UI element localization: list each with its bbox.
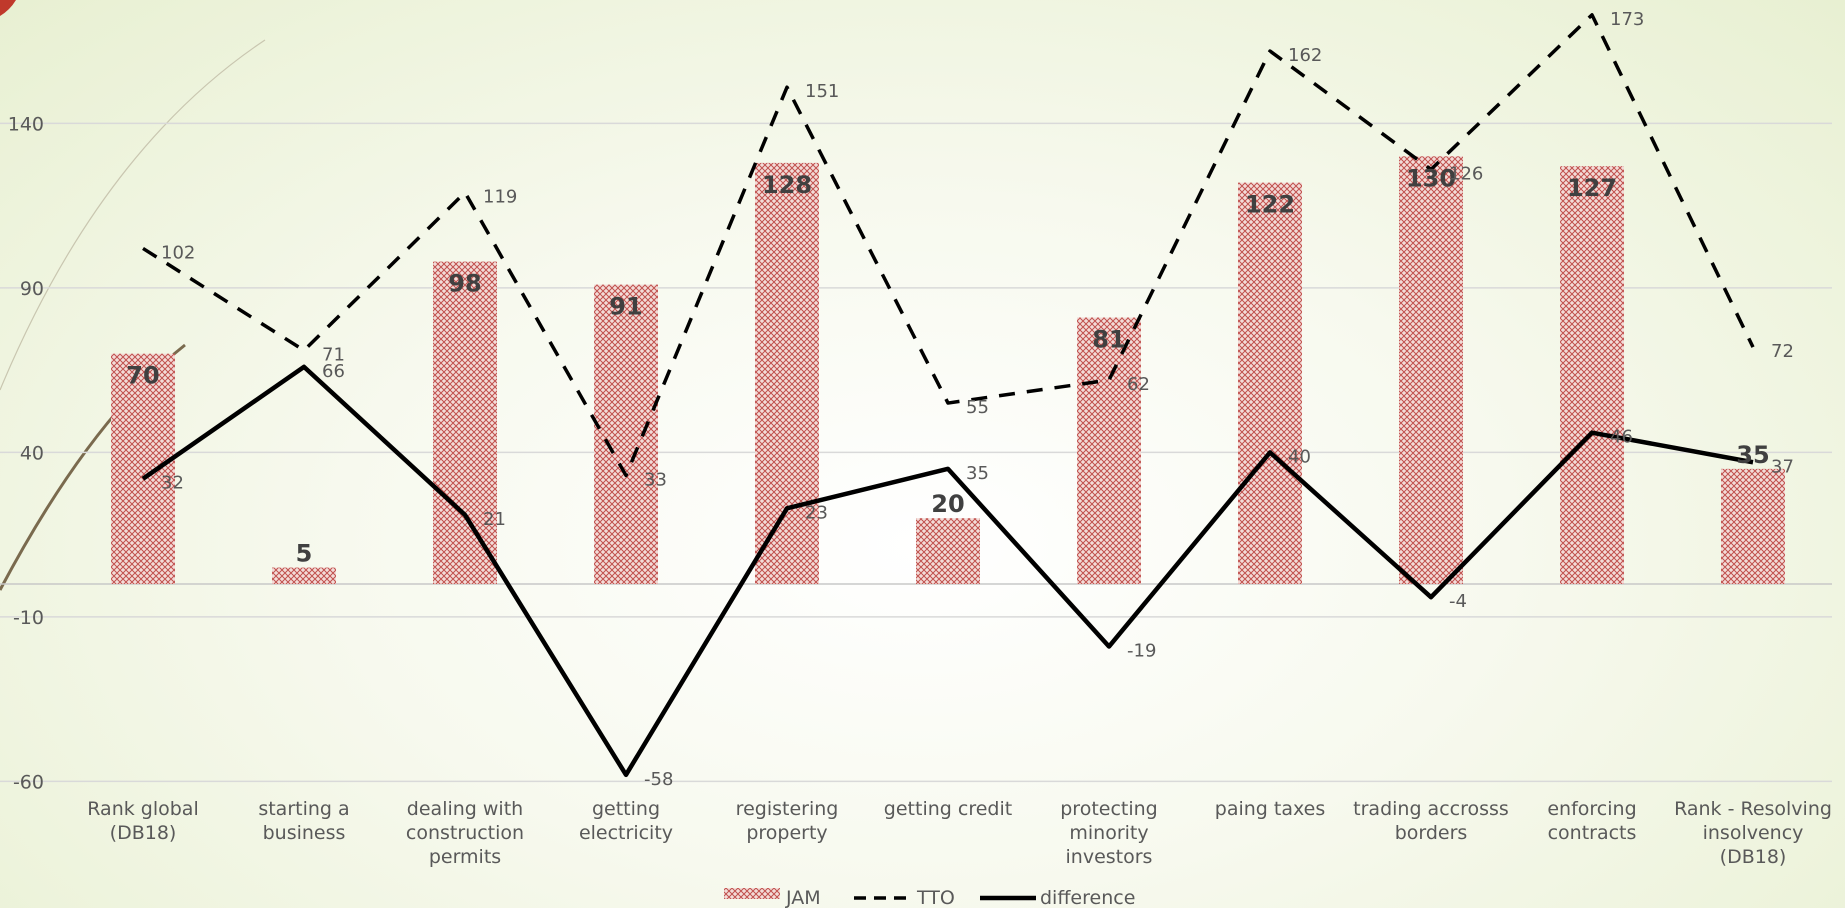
bar xyxy=(272,567,336,584)
y-tick-label: 90 xyxy=(20,278,44,300)
line-data-label: 102 xyxy=(161,242,195,263)
gridlines xyxy=(0,122,1832,783)
bar xyxy=(1399,156,1463,585)
corner-accent xyxy=(0,0,16,16)
legend-label-difference: difference xyxy=(1040,887,1135,908)
y-tick-label: -10 xyxy=(13,607,44,629)
decorative-thin-arc xyxy=(0,39,266,391)
y-tick-label: 40 xyxy=(20,442,44,464)
line-series xyxy=(141,13,1755,778)
x-category-label: getting electricity xyxy=(579,798,673,844)
line-data-label: -19 xyxy=(1127,641,1156,662)
line-data-label: 37 xyxy=(1771,456,1794,477)
line-data-label: 72 xyxy=(1771,341,1794,362)
line-data-label: 71 xyxy=(322,344,345,365)
line-data-label: 62 xyxy=(1127,374,1150,395)
x-category-label: getting credit xyxy=(884,798,1012,820)
x-category-label: Rank - Resolving insolvency (DB18) xyxy=(1674,798,1832,868)
x-category-label: starting a business xyxy=(258,798,349,844)
bar-data-label: 20 xyxy=(931,490,964,518)
line-data-label: 23 xyxy=(805,502,828,523)
data-labels: 70 5 98 91 128 20 81 122 130 127 35 102 71 119 33 151 55… xyxy=(126,9,1794,790)
x-category-label: enforcing contracts xyxy=(1547,798,1636,844)
bar-data-label: 70 xyxy=(126,362,159,390)
y-axis: -60 -10 40 90 140 xyxy=(8,113,44,793)
line-data-label: 33 xyxy=(644,469,667,490)
line-data-label: 21 xyxy=(483,509,506,530)
line-data-label: 55 xyxy=(966,397,989,418)
x-category-label: paing taxes xyxy=(1215,798,1325,820)
bar-data-label: 130 xyxy=(1406,164,1456,192)
bar-series xyxy=(111,156,1785,585)
bar-data-label: 5 xyxy=(296,540,313,568)
bar xyxy=(433,261,497,584)
line-difference xyxy=(141,364,1754,778)
x-category-label: protecting minority investors xyxy=(1060,798,1158,868)
y-tick-label: -60 xyxy=(13,771,44,793)
bar-data-label: 35 xyxy=(1736,441,1769,469)
bar xyxy=(755,162,819,584)
bar-data-label: 127 xyxy=(1567,174,1617,202)
line-data-label: -58 xyxy=(644,769,673,790)
bar-data-label: 81 xyxy=(1092,326,1125,354)
x-category-label: dealing with construction permits xyxy=(406,798,524,868)
line-data-label: 40 xyxy=(1288,446,1311,467)
bar xyxy=(1560,166,1624,585)
line-data-label: 32 xyxy=(161,473,184,494)
bar-data-label: 122 xyxy=(1245,191,1295,219)
x-axis: Rank global (DB18) starting a business deali… xyxy=(87,798,1832,868)
x-category-label: trading accrosss borders xyxy=(1353,798,1509,844)
line-data-label: 35 xyxy=(966,463,989,484)
line-data-label: -4 xyxy=(1449,591,1467,612)
x-category-label: registering property xyxy=(736,798,839,844)
bar xyxy=(111,353,175,584)
line-data-label: 173 xyxy=(1610,9,1644,30)
y-tick-label: 140 xyxy=(8,113,44,135)
bar-data-label: 128 xyxy=(762,171,812,199)
line-data-label: 66 xyxy=(322,361,345,382)
x-category-label: Rank global (DB18) xyxy=(87,798,198,844)
legend-swatch-jam xyxy=(724,888,780,899)
legend-label-tto: TTO xyxy=(916,887,955,908)
bar xyxy=(916,518,980,584)
bar xyxy=(1077,317,1141,584)
line-data-label: 119 xyxy=(483,186,517,207)
bar xyxy=(1721,468,1785,584)
line-data-label: 126 xyxy=(1449,163,1483,184)
bar xyxy=(1238,182,1302,584)
line-data-label: 151 xyxy=(805,81,839,102)
line-data-label: 162 xyxy=(1288,45,1322,66)
legend: JAM TTO difference xyxy=(724,887,1135,908)
line-data-label: 46 xyxy=(1610,427,1633,448)
bar-data-label: 91 xyxy=(609,293,642,321)
bar xyxy=(594,284,658,584)
legend-label-jam: JAM xyxy=(785,887,821,908)
line-TTO xyxy=(142,13,1755,478)
bar-data-label: 98 xyxy=(448,270,481,298)
